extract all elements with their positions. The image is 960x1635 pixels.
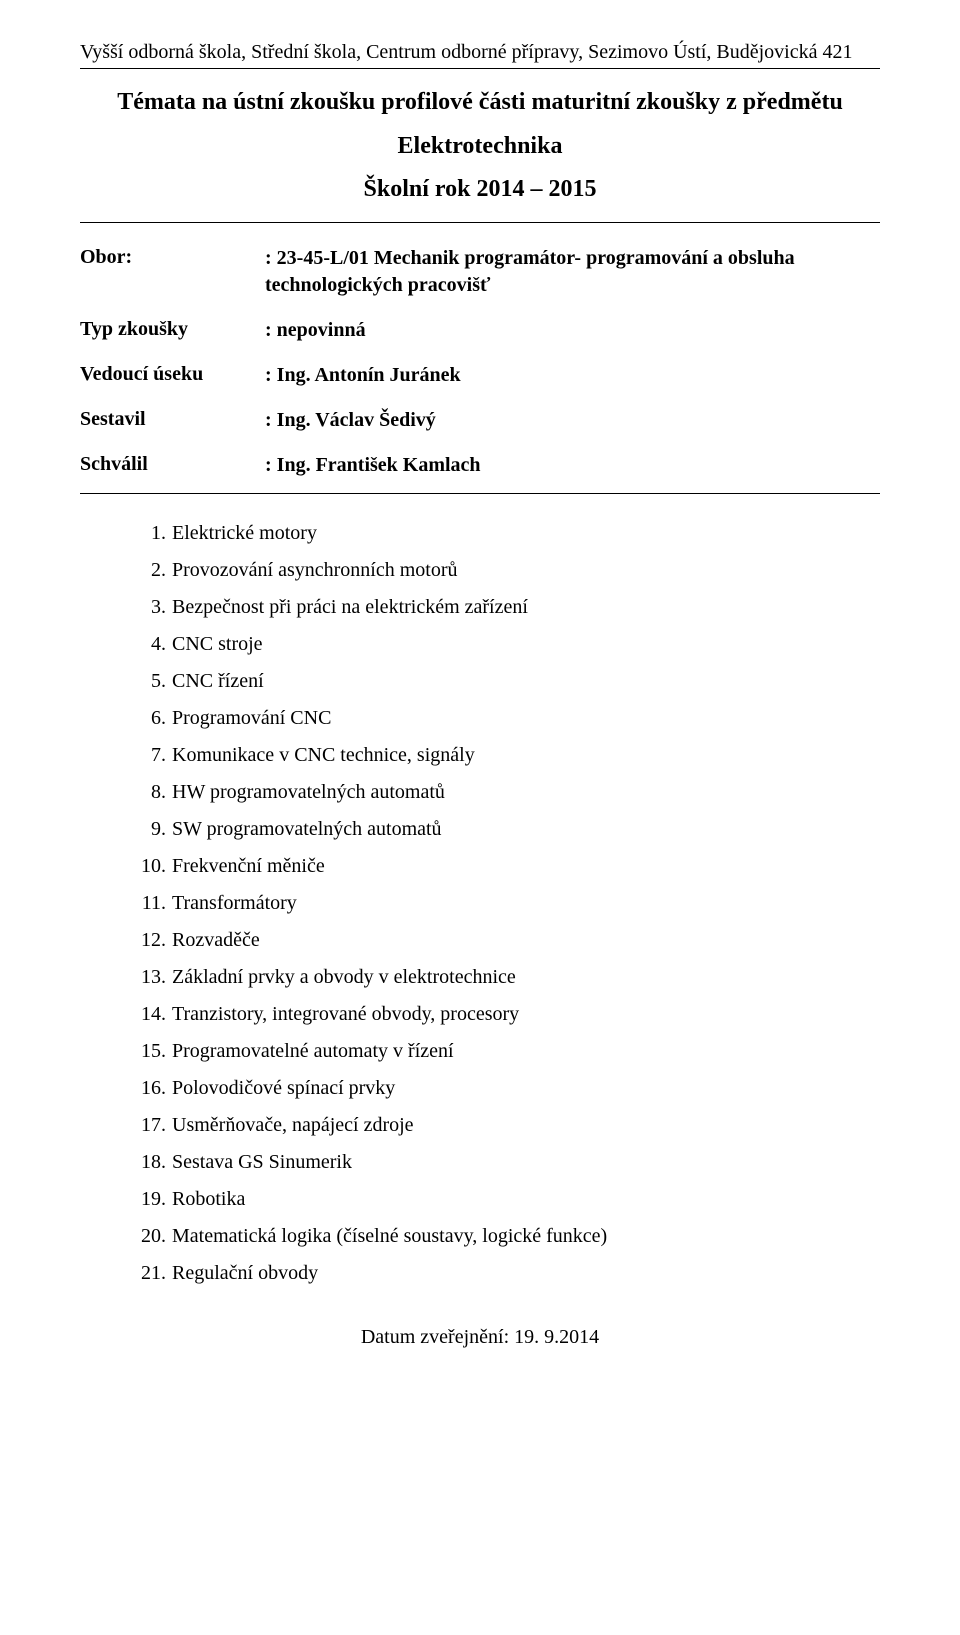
topic-item: Frekvenční měniče: [136, 855, 880, 878]
meta-value-schvalil: : Ing. František Kamlach: [265, 452, 880, 479]
meta-row-vedouci: Vedoucí úseku : Ing. Antonín Juránek: [80, 362, 880, 389]
topic-item: Bezpečnost při práci na elektrickém zaří…: [136, 596, 880, 619]
header-rule: [80, 68, 880, 69]
title-year: Školní rok 2014 – 2015: [80, 175, 880, 204]
topic-item: Rozvaděče: [136, 929, 880, 952]
meta-row-sestavil: Sestavil : Ing. Václav Šedivý: [80, 407, 880, 434]
topic-item: Sestava GS Sinumerik: [136, 1151, 880, 1174]
title-subject: Elektrotechnika: [80, 132, 880, 161]
topic-item: Polovodičové spínací prvky: [136, 1077, 880, 1100]
topic-item: Základní prvky a obvody v elektrotechnic…: [136, 966, 880, 989]
topic-item: CNC řízení: [136, 670, 880, 693]
meta-value-obor: : 23-45-L/01 Mechanik programátor- progr…: [265, 245, 880, 299]
meta-row-typ: Typ zkoušky : nepovinná: [80, 317, 880, 344]
topic-item: Provozování asynchronních motorů: [136, 559, 880, 582]
school-header: Vyšší odborná škola, Střední škola, Cent…: [80, 40, 880, 64]
topic-item: Transformátory: [136, 892, 880, 915]
rule-1: [80, 222, 880, 223]
meta-row-obor: Obor: : 23-45-L/01 Mechanik programátor-…: [80, 245, 880, 299]
topic-item: Programovatelné automaty v řízení: [136, 1040, 880, 1063]
topic-item: Komunikace v CNC technice, signály: [136, 744, 880, 767]
topic-item: SW programovatelných automatů: [136, 818, 880, 841]
topic-item: HW programovatelných automatů: [136, 781, 880, 804]
topic-item: Regulační obvody: [136, 1262, 880, 1285]
topic-item: Elektrické motory: [136, 522, 880, 545]
title-main: Témata na ústní zkoušku profilové části …: [80, 87, 880, 118]
topic-item: Programování CNC: [136, 707, 880, 730]
meta-label-vedouci: Vedoucí úseku: [80, 362, 265, 386]
topic-item: Usměrňovače, napájecí zdroje: [136, 1114, 880, 1137]
meta-block: Obor: : 23-45-L/01 Mechanik programátor-…: [80, 245, 880, 479]
topic-list-wrap: Elektrické motory Provozování asynchronní…: [80, 522, 880, 1285]
meta-label-schvalil: Schválil: [80, 452, 265, 476]
meta-value-sestavil: : Ing. Václav Šedivý: [265, 407, 880, 434]
meta-value-typ: : nepovinná: [265, 317, 880, 344]
topic-item: CNC stroje: [136, 633, 880, 656]
meta-label-sestavil: Sestavil: [80, 407, 265, 431]
topic-list: Elektrické motory Provozování asynchronní…: [136, 522, 880, 1285]
meta-label-typ: Typ zkoušky: [80, 317, 265, 341]
topic-item: Matematická logika (číselné soustavy, lo…: [136, 1225, 880, 1248]
title-block: Témata na ústní zkoušku profilové části …: [80, 87, 880, 204]
topic-item: Robotika: [136, 1188, 880, 1211]
rule-2: [80, 493, 880, 494]
meta-value-vedouci: : Ing. Antonín Juránek: [265, 362, 880, 389]
document-page: Vyšší odborná škola, Střední škola, Cent…: [0, 0, 960, 1409]
footer-date: Datum zveřejnění: 19. 9.2014: [80, 1325, 880, 1349]
topic-item: Tranzistory, integrované obvody, proceso…: [136, 1003, 880, 1026]
meta-row-schvalil: Schválil : Ing. František Kamlach: [80, 452, 880, 479]
meta-label-obor: Obor:: [80, 245, 265, 269]
